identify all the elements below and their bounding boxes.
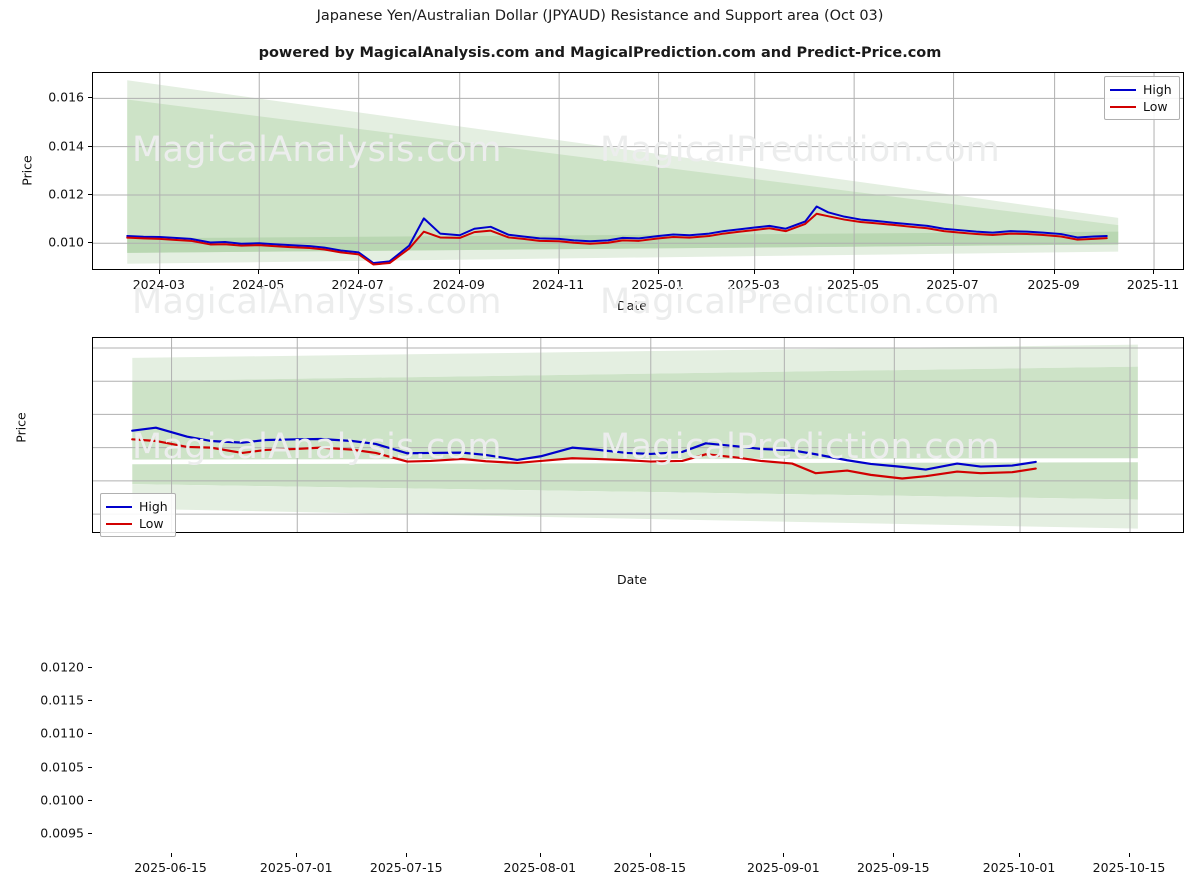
- x-tick-mark: [657, 270, 659, 274]
- x-tick-mark: [1053, 270, 1055, 274]
- x-tick-label: 2025-05: [827, 277, 880, 292]
- overview-plot-area: [92, 72, 1184, 270]
- y-tick-label: 0.0115: [40, 692, 84, 708]
- x-tick-mark: [558, 270, 560, 274]
- legend-label: Low: [1143, 99, 1168, 114]
- legend-label: High: [139, 499, 168, 514]
- y-tick-mark: [88, 97, 92, 99]
- overview-chart-panel: Price 0.010 0.012 0.014 0.016 2024-03 2024-0…: [0, 0, 1200, 320]
- series-line-low: [126, 212, 1108, 266]
- band-inner-wedge: [127, 231, 1119, 253]
- x-tick-label: 2025-07-15: [369, 860, 443, 875]
- legend-item-high[interactable]: High: [1110, 81, 1172, 98]
- x-tick-label: 2025-07: [926, 277, 979, 292]
- legend-swatch-low-icon: [106, 522, 132, 525]
- x-tick-label: 2025-01: [631, 277, 684, 292]
- y-tick-label: 0.0095: [40, 825, 84, 841]
- x-tick-label: 2025-07-01: [259, 860, 333, 875]
- x-tick-mark: [296, 853, 298, 857]
- x-tick-mark: [357, 270, 359, 274]
- x-tick-mark: [406, 853, 408, 857]
- recent-plot-area: [92, 337, 1184, 533]
- x-tick-label: 2025-06-15: [134, 860, 207, 875]
- series-line-high: [131, 426, 1037, 471]
- legend-item-low[interactable]: Low: [106, 515, 168, 532]
- y-tick-label: 0.010: [48, 234, 84, 250]
- y-tick-label: 0.012: [48, 186, 84, 202]
- series-line-low: [131, 438, 1037, 480]
- x-tick-mark: [258, 270, 260, 274]
- overview-y-axis-label: Price: [19, 155, 35, 186]
- x-tick-mark: [170, 853, 172, 857]
- legend-label: High: [1143, 82, 1172, 97]
- y-tick-mark: [88, 666, 92, 668]
- y-tick-mark: [88, 833, 92, 835]
- legend-swatch-low-icon: [1110, 105, 1136, 108]
- band-outer-lower-wedge: [132, 484, 1138, 529]
- x-tick-label: 2024-03: [132, 277, 185, 292]
- band-mid-wedge: [127, 99, 1119, 253]
- x-tick-label: 2024-09: [432, 277, 485, 292]
- legend-swatch-high-icon: [1110, 88, 1136, 91]
- x-tick-label: 2025-10-15: [1092, 860, 1166, 875]
- x-tick-mark: [853, 270, 855, 274]
- y-tick-label: 0.014: [48, 138, 84, 154]
- series-line-high: [126, 205, 1108, 265]
- recent-x-axis-label: Date: [617, 572, 647, 587]
- x-tick-label: 2025-09-01: [747, 860, 820, 875]
- y-tick-mark: [88, 733, 92, 735]
- legend-item-low[interactable]: Low: [1110, 98, 1172, 115]
- overview-x-axis-label: Date: [617, 298, 647, 313]
- x-tick-mark: [649, 853, 651, 857]
- band-resistance-band: [132, 366, 1138, 460]
- x-tick-mark: [753, 270, 755, 274]
- recent-y-axis-label: Price: [13, 412, 29, 443]
- legend-swatch-high-icon: [106, 505, 132, 508]
- band-outer-upper-wedge: [132, 344, 1138, 382]
- x-tick-mark: [1019, 853, 1021, 857]
- y-tick-mark: [88, 145, 92, 147]
- y-tick-mark: [88, 766, 92, 768]
- x-tick-label: 2024-11: [532, 277, 585, 292]
- x-tick-label: 2025-09-15: [856, 860, 930, 875]
- y-tick-mark: [88, 799, 92, 801]
- x-tick-label: 2025-03: [727, 277, 780, 292]
- x-tick-mark: [783, 853, 785, 857]
- y-tick-label: 0.016: [48, 89, 84, 105]
- overview-legend[interactable]: High Low: [1104, 76, 1180, 120]
- y-tick-label: 0.0110: [40, 725, 84, 741]
- legend-label: Low: [139, 516, 164, 531]
- recent-legend[interactable]: High Low: [100, 493, 176, 537]
- x-tick-label: 2025-08-15: [613, 860, 687, 875]
- y-tick-mark: [88, 700, 92, 702]
- page-title: Japanese Yen/Australian Dollar (JPYAUD) …: [316, 8, 884, 24]
- y-tick-label: 0.0105: [40, 759, 84, 775]
- y-tick-label: 0.0100: [40, 792, 84, 808]
- x-tick-mark: [458, 270, 460, 274]
- x-tick-label: 2025-11: [1126, 277, 1180, 292]
- x-tick-mark: [893, 853, 895, 857]
- x-tick-label: 2025-08-01: [503, 860, 577, 875]
- x-tick-label: 2025-09: [1027, 277, 1080, 292]
- y-tick-label: 0.0120: [40, 659, 84, 675]
- x-tick-mark: [158, 270, 160, 274]
- recent-chart-panel: Price 0.0095 0.0100 0.0105 0.0110 0.0115 0.01…: [0, 320, 1200, 875]
- y-tick-mark: [88, 193, 92, 195]
- x-tick-label: 2024-05: [232, 277, 285, 292]
- x-tick-mark: [539, 853, 541, 857]
- y-tick-mark: [88, 242, 92, 244]
- page-subtitle: powered by MagicalAnalysis.com and Magic…: [258, 45, 942, 61]
- x-tick-mark: [1129, 853, 1130, 857]
- legend-item-high[interactable]: High: [106, 498, 168, 515]
- x-tick-mark: [1153, 270, 1155, 274]
- x-tick-label: 2025-10-01: [982, 860, 1056, 875]
- x-tick-mark: [952, 270, 954, 274]
- x-tick-label: 2024-07: [331, 277, 384, 292]
